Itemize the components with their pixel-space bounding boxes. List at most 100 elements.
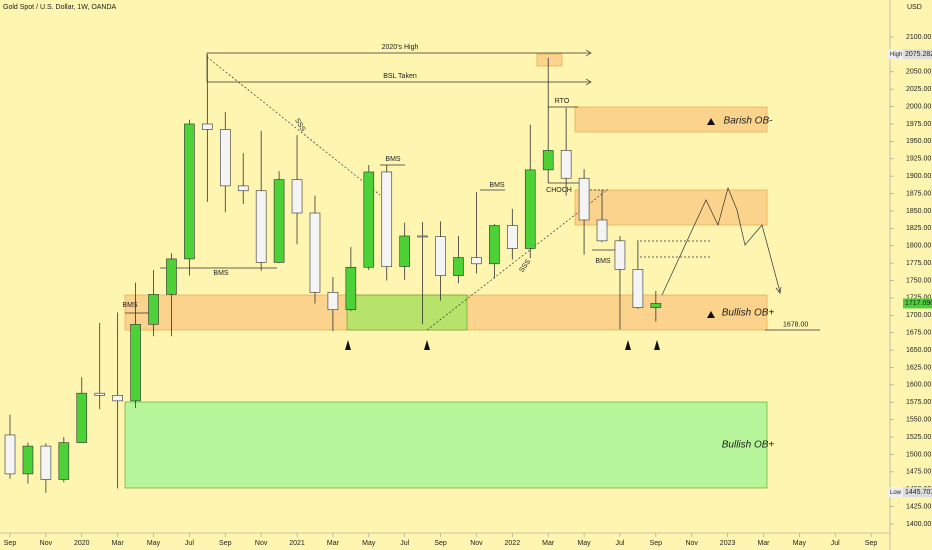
candle-body <box>22 445 34 475</box>
high-box <box>536 53 563 67</box>
y-tick-label: 1950.00 <box>906 138 931 145</box>
candle-body <box>184 123 195 260</box>
candle-body <box>40 445 52 480</box>
x-tick-label: Nov <box>255 540 268 547</box>
x-tick-label: 2022 <box>505 540 521 547</box>
y-tick-label: 1900.00 <box>906 173 931 180</box>
price-tag-name-bg <box>888 49 903 60</box>
x-tick-label: 2023 <box>720 540 736 547</box>
candle-body <box>255 190 267 263</box>
candle-body <box>273 179 285 263</box>
price-tag-name: Low <box>890 490 902 496</box>
sss-line <box>206 56 381 196</box>
level-label: 1678.00 <box>783 321 808 328</box>
candle-body <box>202 123 213 130</box>
annotation: CHOCH <box>546 187 572 194</box>
projection-arrow <box>775 286 782 294</box>
x-tick-label: Sep <box>219 540 232 547</box>
x-tick-label: Sep <box>434 540 447 547</box>
y-tick-label: 2000.00 <box>906 103 931 110</box>
x-tick-label: Sep <box>4 540 17 547</box>
projection <box>661 186 781 296</box>
y-tick-label: 1550.00 <box>906 416 931 423</box>
annotation: BMS <box>385 156 401 163</box>
x-tick-label: May <box>577 540 591 547</box>
x-tick-label: May <box>147 540 161 547</box>
candle-body <box>219 129 231 187</box>
x-tick-label: May <box>793 540 807 547</box>
y-tick-label: 1675.00 <box>906 330 931 337</box>
y-tick-label: 1475.00 <box>906 469 931 476</box>
x-tick-label: Nov <box>685 540 698 547</box>
annotation: BSL Taken <box>383 73 417 80</box>
y-tick-label: 1425.00 <box>906 503 931 510</box>
x-tick-label: Mar <box>327 540 340 547</box>
bullish-ob-zone-low <box>124 401 768 489</box>
candle-body <box>381 171 393 267</box>
annotation: BMS <box>122 302 138 309</box>
x-tick-label: Jul <box>615 540 624 547</box>
y-tick-label: 2100.00 <box>906 34 931 41</box>
chart-title: Gold Spot / U.S. Dollar, 1W, OANDA <box>3 4 117 11</box>
y-tick-label: 1825.00 <box>906 225 931 232</box>
candle-body <box>112 394 123 402</box>
candle-body <box>632 269 644 308</box>
x-tick-label: May <box>362 540 376 547</box>
x-tick-label: Jul <box>400 540 409 547</box>
candle-body <box>363 171 375 268</box>
x-tick-label: Nov <box>470 540 483 547</box>
candle-body <box>309 212 321 293</box>
x-tick-label: Mar <box>757 540 770 547</box>
candle-body <box>327 292 339 311</box>
candle-body <box>94 392 105 396</box>
up-arrows <box>345 340 660 350</box>
arrow-heads <box>585 49 592 86</box>
y-tick-label: 1500.00 <box>906 451 931 458</box>
bearish-ob-zone <box>574 106 768 133</box>
bms-lines <box>125 164 618 314</box>
candle-body <box>76 392 88 443</box>
x-tick-label: Jul <box>185 540 194 547</box>
y-tick-label: 1750.00 <box>906 277 931 284</box>
price-tag <box>903 49 932 60</box>
y-tick-label: 1925.00 <box>906 156 931 163</box>
x-tick-label: 2021 <box>289 540 305 547</box>
candle-body <box>560 150 572 179</box>
candle-body <box>130 324 141 402</box>
x-tick-label: Jul <box>831 540 840 547</box>
zone-label: Bullish OB+ <box>722 308 775 319</box>
bullish-ob-inner <box>346 294 468 331</box>
zone-label: Barish OB- <box>724 116 774 127</box>
annotation: RTO <box>555 98 570 105</box>
y-tick-label: 1775.00 <box>906 260 931 267</box>
y-tick-label: 1400.00 <box>906 521 931 528</box>
supply-zone <box>574 189 768 226</box>
x-tick-label: 2020 <box>74 540 90 547</box>
price-tag-name-bg <box>888 487 903 498</box>
price-tag <box>903 487 932 498</box>
annotation: 2020's High <box>382 44 419 51</box>
candle-body <box>650 303 662 308</box>
price-tag-label: 1445.707 <box>905 489 932 496</box>
currency: USD <box>907 4 922 11</box>
zone-label: Bullish OB+ <box>722 440 775 451</box>
candle-body <box>417 235 428 238</box>
candle-body <box>291 179 303 214</box>
x-tick-label: Mar <box>112 540 125 547</box>
candle-body <box>399 235 410 267</box>
candle-body <box>148 294 159 325</box>
y-tick-label: 1650.00 <box>906 347 931 354</box>
x-tick-label: Sep <box>865 540 878 547</box>
y-tick-label: 1575.00 <box>906 399 931 406</box>
candle-body <box>345 266 357 311</box>
y-tick-label: 1850.00 <box>906 208 931 215</box>
price-tag <box>903 298 932 309</box>
y-tick-label: 1975.00 <box>906 121 931 128</box>
x-tick-label: Nov <box>40 540 53 547</box>
candle-body <box>614 240 626 270</box>
candle-body <box>58 442 70 480</box>
price-tag-name: High <box>890 52 902 58</box>
price-tag-label: 1717.090 <box>905 300 932 307</box>
candle-body <box>542 150 554 171</box>
